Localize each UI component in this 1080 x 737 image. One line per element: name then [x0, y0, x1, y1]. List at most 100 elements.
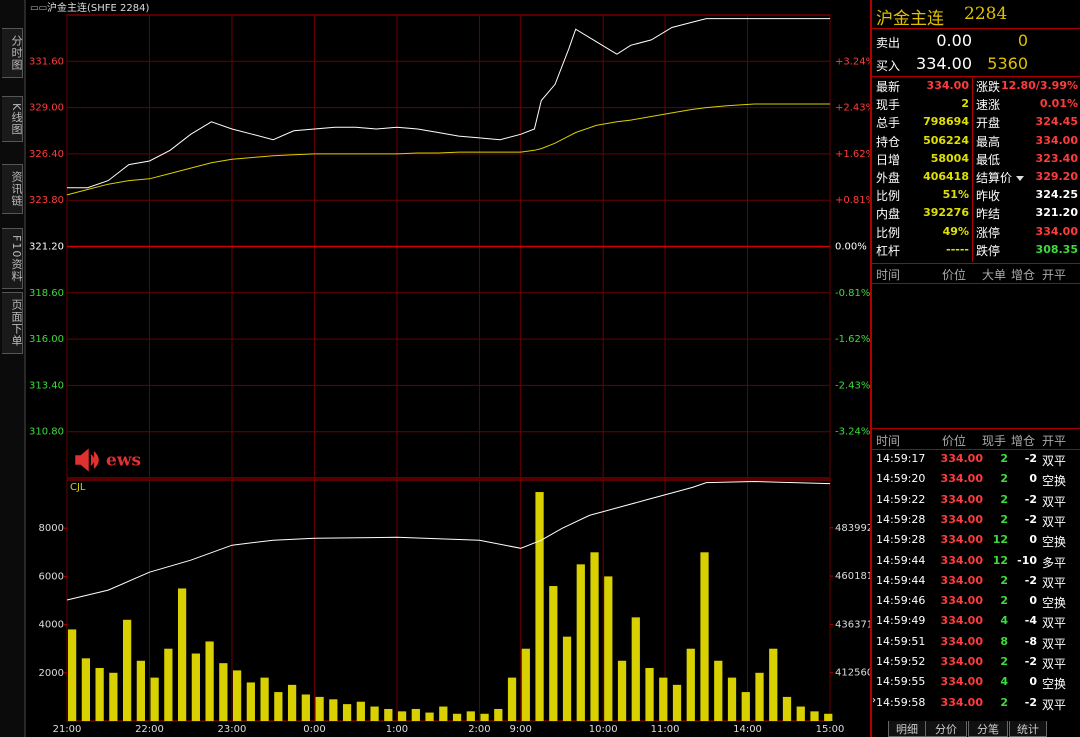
- volume-bar: [480, 713, 489, 721]
- panel-text: 4: [1000, 675, 1008, 689]
- panel-text: 321.20: [1035, 206, 1078, 220]
- volume-bar: [755, 672, 764, 721]
- panel-text: 多平: [1042, 555, 1067, 570]
- panel-text: 12: [992, 533, 1008, 547]
- panel-text: -----: [946, 242, 969, 256]
- panel-text: 最新: [876, 80, 901, 94]
- volume-bar: [535, 492, 544, 721]
- panel-text: 增仓: [1011, 268, 1036, 282]
- y-tick-label: 316.00: [29, 334, 64, 345]
- side-tab[interactable]: K线图: [2, 96, 23, 143]
- panel-text: 334.00: [940, 512, 983, 526]
- x-tick-label: 0:00: [303, 724, 325, 735]
- panel-text: 4: [1000, 614, 1008, 628]
- y2-tick-label: -2.43%: [835, 380, 870, 391]
- volume-bar: [824, 713, 833, 721]
- side-tab[interactable]: F10资料: [2, 228, 23, 290]
- y-tick-label: 329.00: [29, 103, 64, 114]
- volume-bar: [122, 619, 132, 721]
- panel-text: 涨跌: [976, 80, 1001, 94]
- panel-text: 51%: [942, 188, 969, 202]
- y2-tick-label: -3.24%: [835, 427, 870, 438]
- divider: [872, 283, 1080, 284]
- panel-text: 12: [992, 553, 1008, 567]
- volume-bar: [714, 660, 723, 721]
- panel-text: 406418: [923, 170, 969, 183]
- x-tick-label: 14:00: [733, 724, 762, 735]
- x-tick-label: 11:00: [651, 724, 680, 735]
- panel-text: -2: [1024, 452, 1037, 465]
- divider: [872, 263, 1080, 264]
- side-tab[interactable]: 页面下单: [2, 292, 23, 354]
- panel-text: 14:59:44: [876, 573, 926, 587]
- panel-tab[interactable]: 分笔: [968, 721, 1008, 737]
- volume-bar: [659, 677, 668, 721]
- panel-text: 2: [961, 97, 969, 111]
- panel-tab[interactable]: 明细: [888, 721, 926, 737]
- open-interest-line: [66, 480, 831, 601]
- panel-text: 0: [1029, 533, 1037, 547]
- volume-bar: [260, 677, 269, 721]
- y-tick-label: 4000: [39, 620, 64, 631]
- panel-text: -4: [1024, 614, 1037, 628]
- volume-bar: [796, 706, 805, 721]
- y2-tick-label: 0.00%: [835, 242, 867, 253]
- y-tick-label: 331.60: [29, 56, 64, 67]
- panel-text: 双平: [1042, 697, 1067, 712]
- panel-text: 空换: [1042, 596, 1067, 611]
- panel-text: 价位: [942, 268, 967, 282]
- volume-bar: [384, 708, 393, 721]
- side-tab[interactable]: 资讯链: [2, 164, 23, 214]
- watermark: ews: [106, 451, 141, 471]
- y-tick-label: 326.40: [29, 149, 64, 160]
- volume-bar: [191, 653, 200, 721]
- volume-bar: [576, 564, 585, 721]
- volume-bar: [769, 648, 778, 721]
- row-marker: ›: [872, 695, 876, 706]
- panel-text: 沪金主连: [876, 9, 944, 29]
- volume-bar: [301, 694, 310, 721]
- panel-text: 58004: [930, 151, 969, 165]
- panel-tab[interactable]: 统计: [1009, 721, 1047, 737]
- panel-text: 14:59:17: [876, 452, 926, 465]
- panel-text: 双平: [1042, 514, 1067, 529]
- volume-bar: [439, 706, 448, 721]
- volume-bar: [370, 706, 379, 721]
- panel-text: 334.00: [1035, 133, 1078, 147]
- panel-text: 持仓: [876, 134, 901, 149]
- panel-text: 现手: [876, 98, 901, 113]
- panel-text: 334.00: [940, 634, 983, 648]
- panel-text: 2284: [964, 4, 1008, 24]
- volume-bar: [672, 684, 682, 721]
- panel-text: 时间: [876, 268, 901, 282]
- panel-text: 双平: [1042, 616, 1067, 631]
- menu-icon: ▭▭: [30, 4, 47, 14]
- panel-text: 外盘: [876, 171, 901, 185]
- y-tick-label: 6000: [39, 571, 64, 582]
- volume-bar: [604, 576, 613, 721]
- side-tab[interactable]: 分时图: [2, 28, 23, 78]
- y-tick-label: 323.80: [29, 195, 64, 206]
- y-tick-label: 2000: [39, 668, 64, 679]
- panel-text: 开平: [1042, 434, 1067, 448]
- panel-text: 14:59:44: [876, 553, 926, 567]
- panel-text: 空换: [1042, 474, 1067, 489]
- panel-text: 开盘: [976, 116, 1001, 131]
- volume-bar: [205, 641, 214, 721]
- panel-text: -2: [1024, 695, 1037, 709]
- panel-text: 现手: [982, 434, 1007, 448]
- panel-text: 798694: [923, 115, 969, 129]
- x-tick-label: 10:00: [589, 724, 618, 735]
- volume-bar: [287, 684, 297, 721]
- panel-text: 2: [1000, 594, 1008, 608]
- panel-text: 506224: [923, 133, 969, 147]
- panel-text: 双平: [1042, 657, 1067, 671]
- x-tick-label: 1:00: [386, 724, 408, 735]
- volume-bar: [727, 677, 737, 721]
- volume-bar: [645, 667, 654, 721]
- y2-tick-label: -1.62%: [835, 334, 870, 345]
- panel-tab[interactable]: 分价: [925, 721, 967, 737]
- volume-bar: [356, 701, 365, 721]
- speaker-icon: [75, 448, 99, 472]
- volume-bar: [274, 692, 283, 721]
